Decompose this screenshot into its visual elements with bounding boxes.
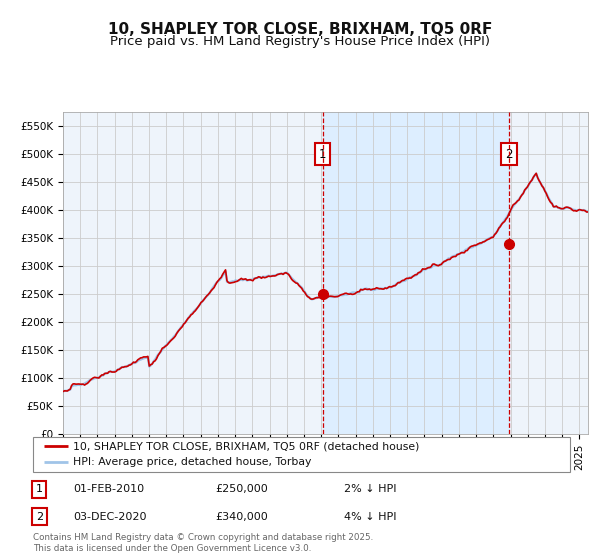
Text: Contains HM Land Registry data © Crown copyright and database right 2025.
This d: Contains HM Land Registry data © Crown c…	[33, 533, 373, 553]
Text: 10, SHAPLEY TOR CLOSE, BRIXHAM, TQ5 0RF (detached house): 10, SHAPLEY TOR CLOSE, BRIXHAM, TQ5 0RF …	[73, 441, 419, 451]
Text: 01-FEB-2010: 01-FEB-2010	[73, 484, 145, 494]
Text: 2% ↓ HPI: 2% ↓ HPI	[344, 484, 397, 494]
Text: £340,000: £340,000	[215, 512, 268, 521]
Text: 03-DEC-2020: 03-DEC-2020	[73, 512, 147, 521]
Text: 10, SHAPLEY TOR CLOSE, BRIXHAM, TQ5 0RF: 10, SHAPLEY TOR CLOSE, BRIXHAM, TQ5 0RF	[108, 22, 492, 38]
Text: 1: 1	[319, 147, 326, 161]
Text: 1: 1	[36, 484, 43, 494]
Bar	[323, 112, 509, 434]
FancyBboxPatch shape	[33, 437, 570, 472]
Text: 4% ↓ HPI: 4% ↓ HPI	[344, 512, 397, 521]
Text: HPI: Average price, detached house, Torbay: HPI: Average price, detached house, Torb…	[73, 457, 311, 467]
Text: Price paid vs. HM Land Registry's House Price Index (HPI): Price paid vs. HM Land Registry's House …	[110, 35, 490, 48]
Text: 2: 2	[505, 147, 513, 161]
Text: 2: 2	[36, 512, 43, 521]
Text: £250,000: £250,000	[215, 484, 268, 494]
